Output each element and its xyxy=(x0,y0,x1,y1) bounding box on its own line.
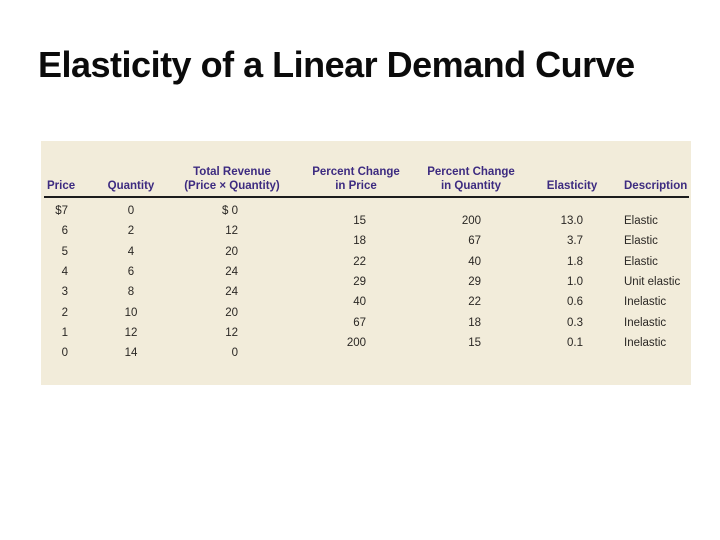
cell-price: 3 xyxy=(61,286,68,299)
table-row-mid: 67 18 0.3 Inelastic xyxy=(41,316,691,330)
cell-total-revenue: 0 xyxy=(231,347,238,360)
cell-pct-price: 67 xyxy=(353,316,366,329)
col-header-pct-change-price-line1: Percent Change xyxy=(312,166,400,178)
cell-description: Inelastic xyxy=(624,336,667,349)
table-row-mid: 22 40 1.8 Elastic xyxy=(41,255,691,269)
cell-pct-qty: 15 xyxy=(468,336,481,349)
cell-price: 6 xyxy=(61,225,68,238)
cell-description: Inelastic xyxy=(624,316,667,329)
table-row-main: 2 10 20 xyxy=(41,306,691,320)
cell-pct-price: 22 xyxy=(353,255,366,268)
cell-total-revenue: $ 0 xyxy=(222,205,238,217)
col-header-total-revenue-line2: (Price × Quantity) xyxy=(184,180,280,192)
table-row-mid: 40 22 0.6 Inelastic xyxy=(41,295,691,309)
cell-total-revenue: 20 xyxy=(225,306,238,319)
col-header-description: Description xyxy=(624,180,688,192)
table-row-main: 0 14 0 xyxy=(41,346,691,360)
col-header-pct-change-price: Percent Change in Price xyxy=(301,165,411,193)
slide-title: Elasticity of a Linear Demand Curve xyxy=(38,44,635,85)
cell-price: 5 xyxy=(61,245,68,258)
cell-elasticity: 0.3 xyxy=(567,316,583,329)
table-row-main: 3 8 24 xyxy=(41,285,691,299)
table-row-main: 6 2 12 xyxy=(41,224,691,238)
cell-pct-qty: 29 xyxy=(468,275,481,288)
cell-elasticity: 1.0 xyxy=(567,275,583,288)
cell-elasticity: 0.1 xyxy=(567,336,583,349)
cell-quantity: 10 xyxy=(124,306,138,319)
col-header-elasticity: Elasticity xyxy=(546,180,598,192)
cell-price: 4 xyxy=(61,265,68,278)
cell-description: Elastic xyxy=(624,255,658,268)
cell-description: Inelastic xyxy=(624,296,667,309)
cell-pct-qty: 18 xyxy=(468,316,481,329)
table-row-mid: 18 67 3.7 Elastic xyxy=(41,234,691,248)
cell-quantity: 0 xyxy=(127,205,135,217)
table-row-mid: 15 200 13.0 Elastic xyxy=(41,214,691,228)
cell-price: 1 xyxy=(61,326,68,339)
cell-pct-price: 18 xyxy=(353,235,366,248)
table-row-main: $7 0 $ 0 xyxy=(41,204,691,218)
header-rule xyxy=(44,196,689,198)
cell-elasticity: 0.6 xyxy=(567,296,583,309)
cell-price: 2 xyxy=(61,306,68,319)
col-header-quantity: Quantity xyxy=(107,180,155,192)
cell-pct-price: 40 xyxy=(353,296,366,309)
cell-description: Unit elastic xyxy=(624,275,681,288)
cell-total-revenue: 12 xyxy=(225,225,238,238)
col-header-pct-change-quantity-line2: in Quantity xyxy=(440,180,502,192)
cell-elasticity: 13.0 xyxy=(560,215,583,227)
cell-total-revenue: 24 xyxy=(225,265,238,278)
cell-total-revenue: 24 xyxy=(225,286,238,299)
cell-total-revenue: 20 xyxy=(225,245,238,258)
cell-pct-price: 200 xyxy=(346,336,366,349)
cell-pct-price: 29 xyxy=(353,275,366,288)
col-header-pct-change-quantity-line1: Percent Change xyxy=(427,166,515,178)
cell-quantity: 2 xyxy=(127,225,135,238)
cell-description: Elastic xyxy=(624,215,658,227)
cell-pct-qty: 40 xyxy=(468,255,481,268)
table-row-mid: 200 15 0.1 Inelastic xyxy=(41,336,691,350)
cell-quantity: 8 xyxy=(127,286,135,299)
cell-quantity: 14 xyxy=(124,347,138,360)
cell-price: $7 xyxy=(55,205,68,217)
cell-pct-qty: 22 xyxy=(468,296,481,309)
elasticity-table: Price Quantity Total Revenue (Price × Qu… xyxy=(41,141,691,385)
cell-description: Elastic xyxy=(624,235,658,248)
col-header-pct-change-quantity: Percent Change in Quantity xyxy=(416,165,526,193)
cell-elasticity: 3.7 xyxy=(567,235,583,248)
col-header-price: Price xyxy=(47,180,76,192)
cell-elasticity: 1.8 xyxy=(567,255,583,268)
table-row-main: 4 6 24 xyxy=(41,265,691,279)
cell-quantity: 12 xyxy=(124,326,138,339)
table-row-main: 5 4 20 xyxy=(41,245,691,259)
table-row-mid: 29 29 1.0 Unit elastic xyxy=(41,275,691,289)
cell-pct-qty: 200 xyxy=(461,215,481,227)
cell-pct-qty: 67 xyxy=(468,235,481,248)
col-header-total-revenue: Total Revenue (Price × Quantity) xyxy=(172,165,292,193)
col-header-pct-change-price-line2: in Price xyxy=(335,180,377,192)
cell-price: 0 xyxy=(61,347,68,360)
cell-pct-price: 15 xyxy=(353,215,366,227)
cell-quantity: 6 xyxy=(127,265,135,278)
table-row-main: 1 12 12 xyxy=(41,326,691,340)
cell-quantity: 4 xyxy=(127,245,135,258)
col-header-total-revenue-line1: Total Revenue xyxy=(193,166,271,178)
cell-total-revenue: 12 xyxy=(225,326,238,339)
